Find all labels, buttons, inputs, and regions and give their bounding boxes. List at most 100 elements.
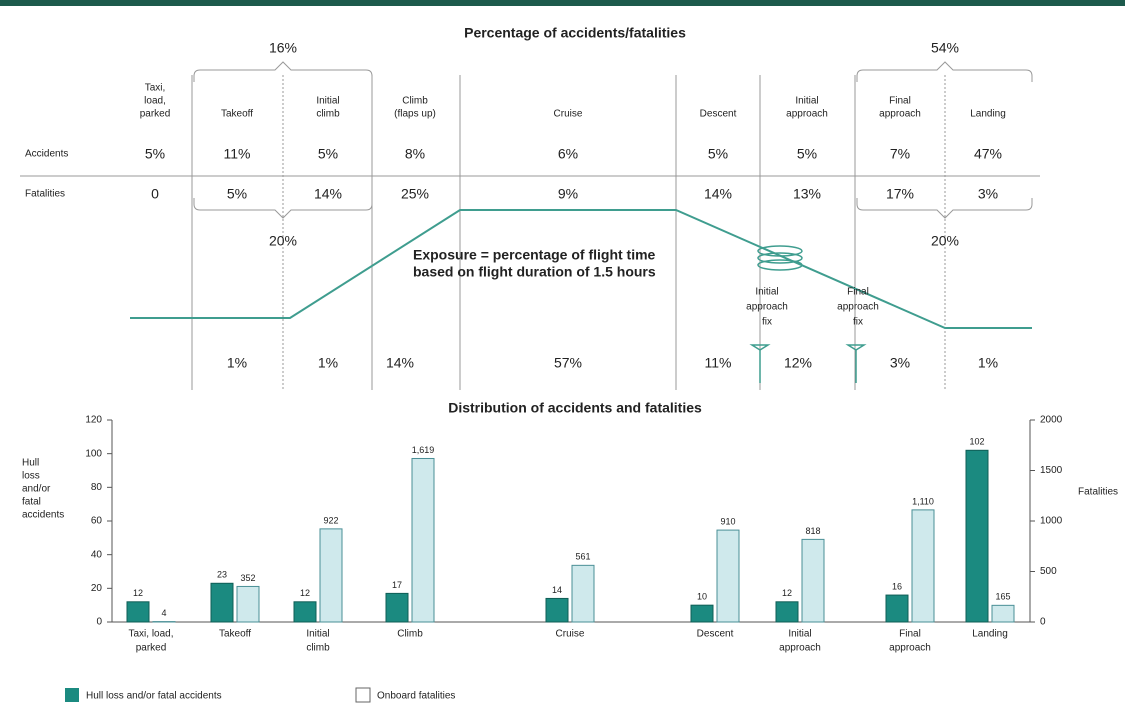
accidents-value: 11% — [224, 146, 251, 162]
bar-label: 12 — [133, 588, 143, 598]
phase-label: climb — [316, 109, 340, 120]
x-tick-label: Taxi, load, — [128, 629, 173, 640]
table-title: Percentage of accidents/fatalities — [464, 25, 686, 41]
y-tick-label: 40 — [91, 549, 103, 560]
fatalities-value: 14% — [314, 186, 342, 202]
x-tick-label: Initial — [306, 629, 329, 640]
x-tick-label: Takeoff — [219, 629, 251, 640]
group-accidents: 16% — [269, 40, 297, 56]
exposure-value: 57% — [554, 355, 582, 371]
y-axis-label: fatal — [22, 497, 41, 508]
y-tick-label: 100 — [85, 448, 102, 459]
accidents-value: 7% — [890, 146, 910, 162]
x-tick-label: Initial — [788, 629, 811, 640]
row-label: Accidents — [25, 149, 68, 160]
fix-label: Initial — [755, 287, 778, 298]
x-tick-label: approach — [889, 643, 931, 654]
bar-label: 17 — [392, 580, 402, 590]
fatalities-value: 0 — [151, 186, 159, 202]
exposure-value: 11% — [705, 355, 732, 371]
bar — [801, 538, 825, 623]
y2-tick-label: 1500 — [1040, 465, 1063, 476]
bar — [571, 564, 595, 623]
flight-profile — [130, 209, 1032, 329]
bar — [126, 601, 150, 623]
legend-label: Onboard fatalities — [377, 691, 455, 702]
exposure-value: 1% — [978, 355, 998, 371]
y2-tick-label: 2000 — [1040, 415, 1063, 426]
bar — [911, 509, 935, 623]
phase-label: Climb — [402, 96, 428, 107]
group-accidents: 54% — [931, 40, 959, 56]
legend-swatch — [355, 687, 371, 703]
exposure-value: 14% — [386, 355, 414, 371]
exposure-label: Exposure = percentage of flight time — [413, 247, 656, 263]
y2-tick-label: 0 — [1040, 617, 1046, 628]
bar-label: 14 — [552, 585, 562, 595]
x-tick-label: Landing — [972, 629, 1008, 640]
y2-axis-label: Fatalities — [1078, 487, 1118, 498]
fix-label: approach — [746, 302, 788, 313]
phase-label: parked — [140, 109, 171, 120]
y-axis-label: and/or — [22, 484, 51, 495]
bar — [210, 582, 234, 623]
fix-markers — [749, 344, 867, 383]
phase-label: Initial — [795, 96, 818, 107]
dividers — [20, 75, 1040, 390]
bar-label: 352 — [240, 573, 255, 583]
bar-label: 1,110 — [912, 496, 934, 506]
exposure-value: 1% — [318, 355, 338, 371]
holding-pattern — [757, 245, 803, 271]
fix-label: fix — [853, 317, 863, 328]
y-tick-label: 0 — [96, 617, 102, 628]
x-tick-label: Final — [899, 629, 921, 640]
bar-label: 165 — [995, 592, 1010, 602]
bar-label: 102 — [969, 437, 984, 447]
x-tick-label: Cruise — [556, 629, 585, 640]
phase-label: Cruise — [554, 109, 583, 120]
accidents-value: 6% — [558, 146, 578, 162]
y-tick-label: 20 — [91, 583, 103, 594]
accidents-value: 5% — [797, 146, 817, 162]
phase-label: load, — [144, 96, 166, 107]
x-tick-label: climb — [306, 643, 330, 654]
fix-label: Final — [847, 287, 869, 298]
group-fatalities: 20% — [269, 233, 297, 249]
y-tick-label: 120 — [85, 415, 102, 426]
y-axis-label: Hull — [22, 458, 39, 469]
bar — [411, 457, 435, 623]
row-label: Fatalities — [25, 189, 65, 200]
phase-label: approach — [786, 109, 828, 120]
exposure-value: 3% — [890, 355, 910, 371]
bar-label: 818 — [805, 526, 820, 536]
accidents-value: 5% — [708, 146, 728, 162]
y-axis-label: loss — [22, 471, 40, 482]
accidents-value: 47% — [974, 146, 1002, 162]
bar — [319, 528, 343, 623]
accidents-value: 5% — [145, 146, 165, 162]
legend: Hull loss and/or fatal accidents Onboard… — [65, 687, 455, 703]
y-axis-label: accidents — [22, 510, 64, 521]
phase-label: Descent — [700, 109, 737, 120]
accidents-value: 8% — [405, 146, 425, 162]
x-tick-label: parked — [136, 643, 167, 654]
bar-label: 10 — [697, 592, 707, 602]
x-tick-label: approach — [779, 643, 821, 654]
exposure-label: based on flight duration of 1.5 hours — [413, 264, 656, 280]
exposure-value: 1% — [227, 355, 247, 371]
x-tick-label: Climb — [397, 629, 423, 640]
bar-label: 561 — [575, 552, 590, 562]
bar-label: 16 — [892, 581, 902, 591]
bar-label: 23 — [217, 570, 227, 580]
bar — [965, 449, 989, 623]
bar-label: 922 — [323, 515, 338, 525]
fatalities-value: 13% — [793, 186, 821, 202]
y-tick-label: 60 — [91, 516, 103, 527]
bar — [236, 585, 260, 623]
legend-swatch — [65, 688, 79, 702]
group-fatalities: 20% — [931, 233, 959, 249]
exposure-value: 12% — [784, 355, 812, 371]
phase-label: Initial — [316, 96, 339, 107]
brackets — [193, 61, 1033, 219]
